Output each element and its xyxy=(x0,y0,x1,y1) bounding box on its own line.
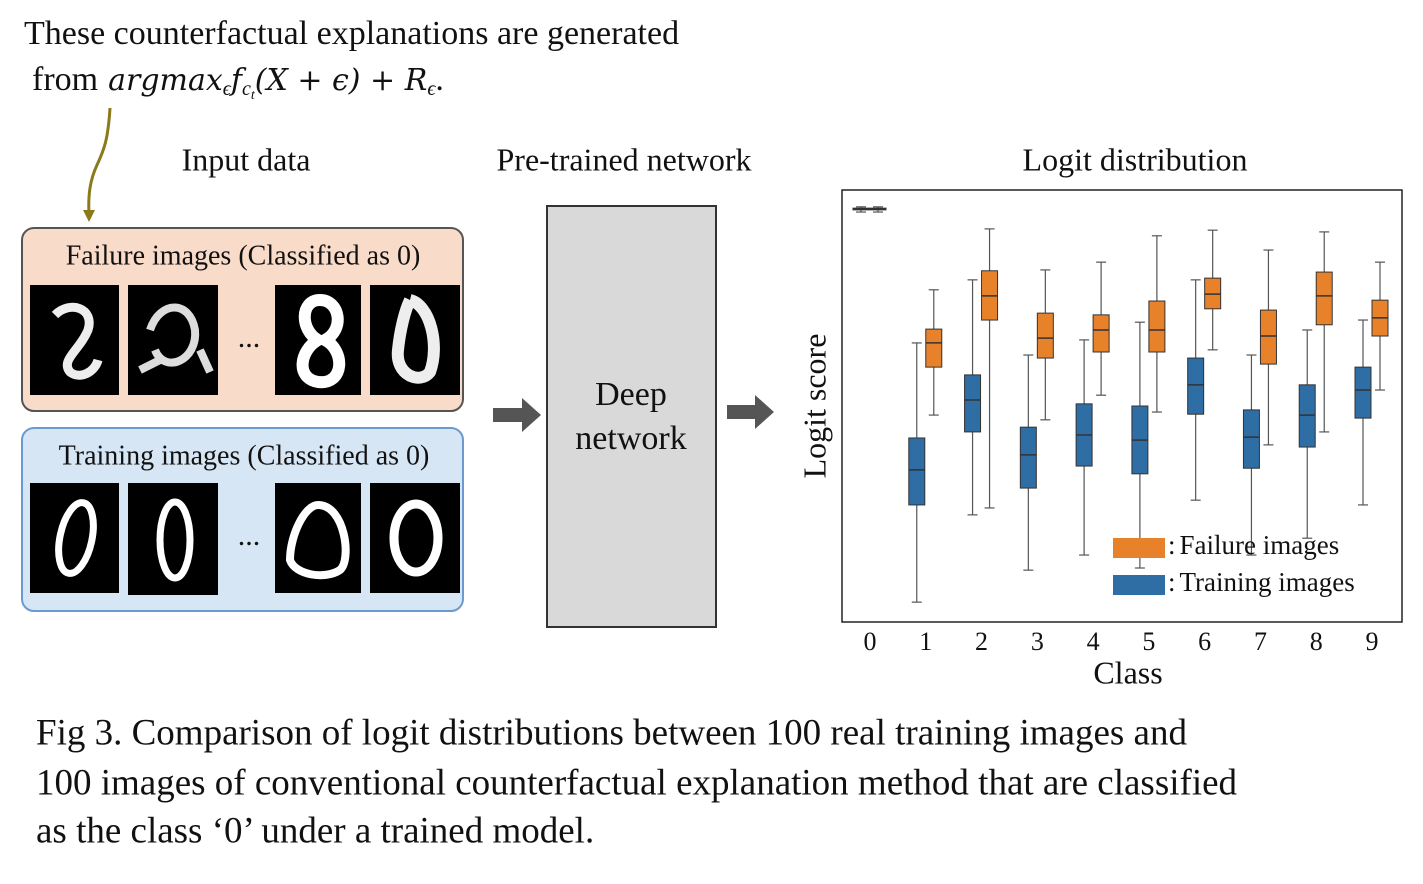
failure-images: ... xyxy=(30,285,460,395)
digit-stroke xyxy=(51,302,103,380)
x-tick-label: 8 xyxy=(1310,627,1323,656)
x-tick-label: 5 xyxy=(1142,627,1155,656)
digit-stroke xyxy=(55,499,97,577)
box xyxy=(1354,366,1372,419)
y-axis-label: Logit score xyxy=(796,334,832,479)
legend-separator: : xyxy=(1168,567,1176,597)
formula-part: (X + ϵ) + R xyxy=(255,63,428,98)
arrow-head xyxy=(83,210,95,222)
network-label: Deep xyxy=(595,376,667,413)
caption-line: as the class ‘0’ under a trained model. xyxy=(36,810,594,851)
x-axis-label: Class xyxy=(1093,654,1162,690)
digit-stroke xyxy=(138,303,214,374)
digit-stroke xyxy=(296,293,346,389)
box xyxy=(964,374,982,433)
ellipsis: ... xyxy=(238,519,261,552)
box-chart: Logit distribution Logit score Class 0 1 2… xyxy=(796,141,1403,690)
box xyxy=(925,328,943,368)
digit-stroke xyxy=(285,500,350,580)
annotation-prefix: from xyxy=(32,61,98,98)
panel-label: Failure images (Classified as 0) xyxy=(66,240,421,271)
caption-line: 100 images of conventional counterfactua… xyxy=(36,762,1238,803)
chart-title: Logit distribution xyxy=(1023,141,1248,177)
digit-stroke xyxy=(156,498,194,582)
digit-stroke xyxy=(391,294,440,384)
formula-part: t xyxy=(251,88,256,103)
training-images: ... xyxy=(30,483,460,595)
digit-image xyxy=(370,483,460,593)
legend-separator: : xyxy=(1168,530,1176,560)
box xyxy=(1036,312,1054,359)
annotation-formula: from argmaxϵfct(X + ϵ) + Rϵ. xyxy=(32,61,444,103)
formula-part: argmax xyxy=(108,63,223,98)
formula-part: . xyxy=(435,61,444,98)
legend-name: Failure images xyxy=(1180,530,1340,560)
box xyxy=(1259,309,1277,365)
box xyxy=(1242,409,1260,469)
box xyxy=(1148,300,1166,353)
legend-label: : Failure images xyxy=(1168,530,1339,560)
caption-line: Fig 3. Comparison of logit distributions… xyxy=(36,712,1187,753)
annotation-arrow xyxy=(87,107,112,215)
digit-image xyxy=(128,285,218,395)
annotation-text: These counterfactual explanations are ge… xyxy=(24,15,679,52)
formula-part: ϵ xyxy=(223,78,232,100)
formula-part: ϵ xyxy=(427,78,436,100)
x-tick-label: 1 xyxy=(919,627,932,656)
box xyxy=(908,437,926,506)
x-tick-label: 9 xyxy=(1366,627,1379,656)
x-tick-label: 2 xyxy=(975,627,988,656)
x-tick-label: 7 xyxy=(1254,627,1267,656)
network-box xyxy=(546,205,717,628)
digit-image xyxy=(30,483,119,593)
legend-swatch xyxy=(1113,538,1165,558)
ellipsis: ... xyxy=(238,321,261,354)
digit-stroke xyxy=(389,499,443,577)
x-tick-label: 3 xyxy=(1031,627,1044,656)
flow-arrow xyxy=(727,395,774,429)
box xyxy=(1315,271,1333,326)
x-tick-label: 4 xyxy=(1087,627,1100,656)
legend-swatch xyxy=(1113,575,1165,595)
x-tick-label: 0 xyxy=(864,627,877,656)
x-tick-label: 6 xyxy=(1198,627,1211,656)
network-label: network xyxy=(575,420,686,457)
box xyxy=(1187,357,1205,415)
legend-name: Training images xyxy=(1180,567,1355,597)
flow-arrow xyxy=(493,398,541,432)
box xyxy=(1092,314,1110,353)
panel-label: Training images (Classified as 0) xyxy=(59,440,430,471)
formula-part: c xyxy=(242,78,251,100)
section-title: Pre-trained network xyxy=(496,141,751,177)
box xyxy=(1019,426,1037,489)
section-title: Input data xyxy=(182,141,311,177)
legend-label: : Training images xyxy=(1168,567,1355,597)
box xyxy=(1298,384,1316,448)
